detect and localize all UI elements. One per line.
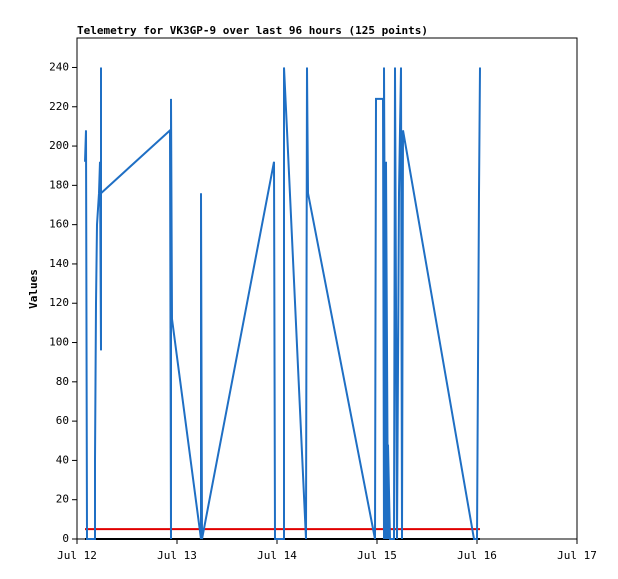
y-tick-label: 240 (49, 60, 69, 73)
y-tick-label: 120 (49, 296, 69, 309)
x-tick-label: Jul 14 (257, 549, 297, 562)
y-tick-label: 140 (49, 257, 69, 270)
y-tick-label: 40 (56, 453, 69, 466)
y-axis-label: Values (27, 269, 40, 309)
x-tick-label: Jul 17 (557, 549, 597, 562)
chart-title: Telemetry for VK3GP-9 over last 96 hours… (77, 24, 428, 37)
y-tick-label: 60 (56, 414, 69, 427)
y-tick-label: 160 (49, 218, 69, 231)
x-tick-label: Jul 12 (57, 549, 97, 562)
x-tick-label: Jul 16 (457, 549, 497, 562)
x-tick-label: Jul 15 (357, 549, 397, 562)
series-line (84, 67, 481, 540)
x-tick-label: Jul 13 (157, 549, 197, 562)
y-tick-label: 100 (49, 336, 69, 349)
y-tick-label: 180 (49, 178, 69, 191)
y-tick-label: 20 (56, 493, 69, 506)
y-tick-label: 200 (49, 139, 69, 152)
y-tick-label: 220 (49, 100, 69, 113)
y-tick-label: 0 (62, 532, 69, 545)
y-tick-label: 80 (56, 375, 69, 388)
